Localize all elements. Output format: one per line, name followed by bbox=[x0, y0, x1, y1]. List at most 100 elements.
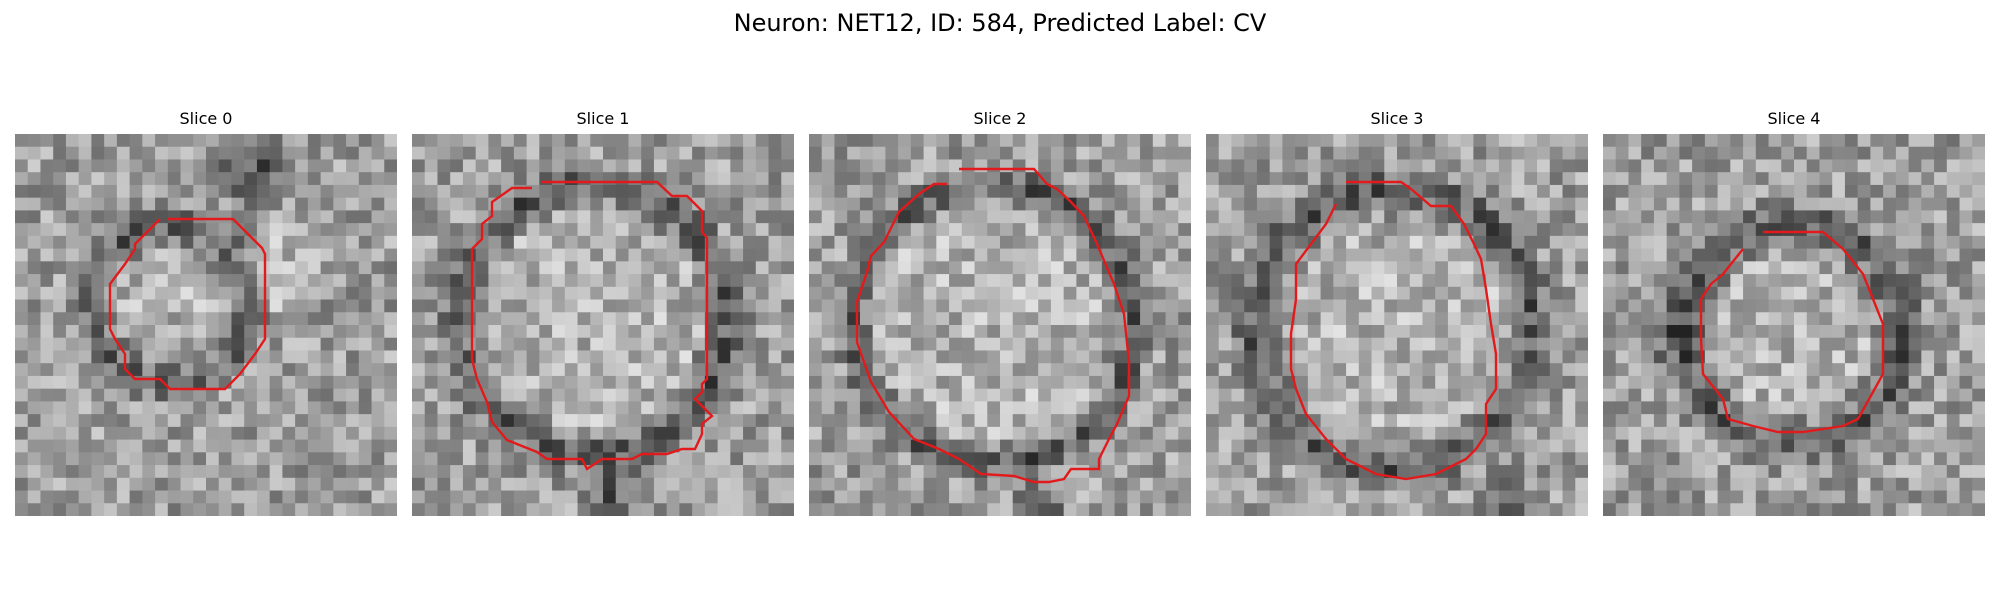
pixel-cell bbox=[142, 388, 156, 402]
pixel-cell bbox=[1397, 337, 1411, 352]
pixel-cell bbox=[1819, 248, 1833, 262]
pixel-cell bbox=[307, 452, 322, 466]
pixel-cell bbox=[603, 325, 617, 339]
pixel-cell bbox=[1371, 363, 1385, 377]
pixel-cell bbox=[949, 465, 963, 479]
pixel-cell bbox=[1653, 439, 1668, 453]
pixel-cell bbox=[1371, 426, 1385, 441]
pixel-cell bbox=[987, 172, 1001, 186]
pixel-cell bbox=[987, 261, 1001, 275]
pixel-cell bbox=[129, 223, 143, 237]
pixel-cell bbox=[218, 299, 233, 313]
pixel-cell bbox=[1511, 235, 1525, 250]
pixel-cell bbox=[730, 325, 744, 339]
pixel-cell bbox=[1206, 223, 1220, 237]
pixel-cell bbox=[371, 159, 385, 173]
pixel-cell bbox=[1295, 184, 1309, 199]
pixel-cell bbox=[475, 159, 489, 173]
pixel-cell bbox=[1857, 363, 1871, 377]
pixel-cell bbox=[1946, 274, 1961, 288]
pixel-cell bbox=[539, 159, 553, 173]
pixel-cell bbox=[1435, 184, 1449, 199]
pixel-cell bbox=[1972, 503, 1985, 516]
pixel-cell bbox=[1653, 452, 1668, 466]
pixel-cell bbox=[834, 223, 848, 237]
pixel-cell bbox=[91, 274, 105, 288]
pixel-cell bbox=[1358, 146, 1373, 161]
pixel-cell bbox=[628, 134, 642, 148]
pixel-cell bbox=[1870, 350, 1884, 364]
pixel-cell bbox=[1895, 312, 1910, 326]
pixel-cell bbox=[768, 337, 782, 352]
pixel-cell bbox=[358, 299, 373, 313]
pixel-cell bbox=[1371, 197, 1385, 211]
pixel-cell bbox=[1819, 375, 1833, 390]
pixel-cell bbox=[193, 134, 207, 148]
pixel-cell bbox=[1244, 172, 1258, 186]
pixel-cell bbox=[1422, 426, 1436, 441]
pixel-cell bbox=[1768, 210, 1782, 224]
pixel-cell bbox=[1603, 299, 1617, 313]
pixel-cell bbox=[704, 490, 719, 504]
pixel-cell bbox=[1320, 363, 1334, 377]
pixel-cell bbox=[1358, 172, 1373, 186]
pixel-cell bbox=[1486, 465, 1500, 479]
pixel-cell bbox=[1641, 134, 1655, 148]
pixel-cell bbox=[1435, 248, 1449, 262]
pixel-cell bbox=[653, 439, 668, 453]
pixel-cell bbox=[1435, 414, 1449, 428]
pixel-cell bbox=[206, 477, 220, 492]
pixel-cell bbox=[834, 134, 848, 148]
pixel-cell bbox=[974, 210, 988, 224]
pixel-cell bbox=[692, 337, 706, 352]
pixel-cell bbox=[1269, 388, 1283, 402]
pixel-cell bbox=[1768, 414, 1782, 428]
pixel-cell bbox=[1358, 286, 1373, 301]
pixel-cell bbox=[1063, 439, 1077, 453]
pixel-cell bbox=[1615, 299, 1630, 313]
pixel-cell bbox=[91, 248, 105, 262]
pixel-cell bbox=[206, 363, 220, 377]
pixel-cell bbox=[1908, 184, 1922, 199]
pixel-cell bbox=[859, 286, 874, 301]
pixel-cell bbox=[1269, 350, 1283, 364]
pixel-cell bbox=[1050, 401, 1065, 415]
pixel-cell bbox=[1012, 452, 1027, 466]
pixel-cell bbox=[1908, 452, 1922, 466]
pixel-cell bbox=[1435, 312, 1449, 326]
pixel-cell bbox=[320, 274, 334, 288]
pixel-cell bbox=[256, 401, 271, 415]
pixel-cell bbox=[1025, 134, 1039, 148]
pixel-cell bbox=[269, 312, 283, 326]
pixel-cell bbox=[53, 274, 67, 288]
pixel-cell bbox=[717, 503, 731, 516]
pixel-cell bbox=[1256, 286, 1271, 301]
pixel-cell bbox=[320, 134, 334, 148]
pixel-cell bbox=[1743, 134, 1757, 148]
pixel-cell bbox=[641, 286, 655, 301]
pixel-cell bbox=[256, 363, 271, 377]
pixel-cell bbox=[1806, 312, 1821, 326]
pixel-cell bbox=[730, 248, 744, 262]
pixel-cell bbox=[590, 350, 604, 364]
pixel-cell bbox=[1050, 312, 1065, 326]
pixel-cell bbox=[1282, 286, 1296, 301]
pixel-cell bbox=[15, 223, 29, 237]
pixel-cell bbox=[1679, 477, 1693, 492]
pixel-cell bbox=[1282, 223, 1296, 237]
pixel-cell bbox=[1165, 325, 1179, 339]
pixel-cell bbox=[1473, 286, 1487, 301]
pixel-cell bbox=[346, 401, 360, 415]
pixel-cell bbox=[346, 223, 360, 237]
pixel-cell bbox=[206, 350, 220, 364]
pixel-cell bbox=[590, 325, 604, 339]
pixel-cell bbox=[743, 286, 757, 301]
pixel-cell bbox=[615, 426, 630, 441]
pixel-cell bbox=[1679, 312, 1693, 326]
pixel-cell bbox=[590, 312, 604, 326]
pixel-cell bbox=[1844, 350, 1859, 364]
pixel-cell bbox=[834, 452, 848, 466]
pixel-cell bbox=[885, 134, 899, 148]
pixel-cell bbox=[768, 477, 782, 492]
pixel-cell bbox=[1755, 210, 1770, 224]
